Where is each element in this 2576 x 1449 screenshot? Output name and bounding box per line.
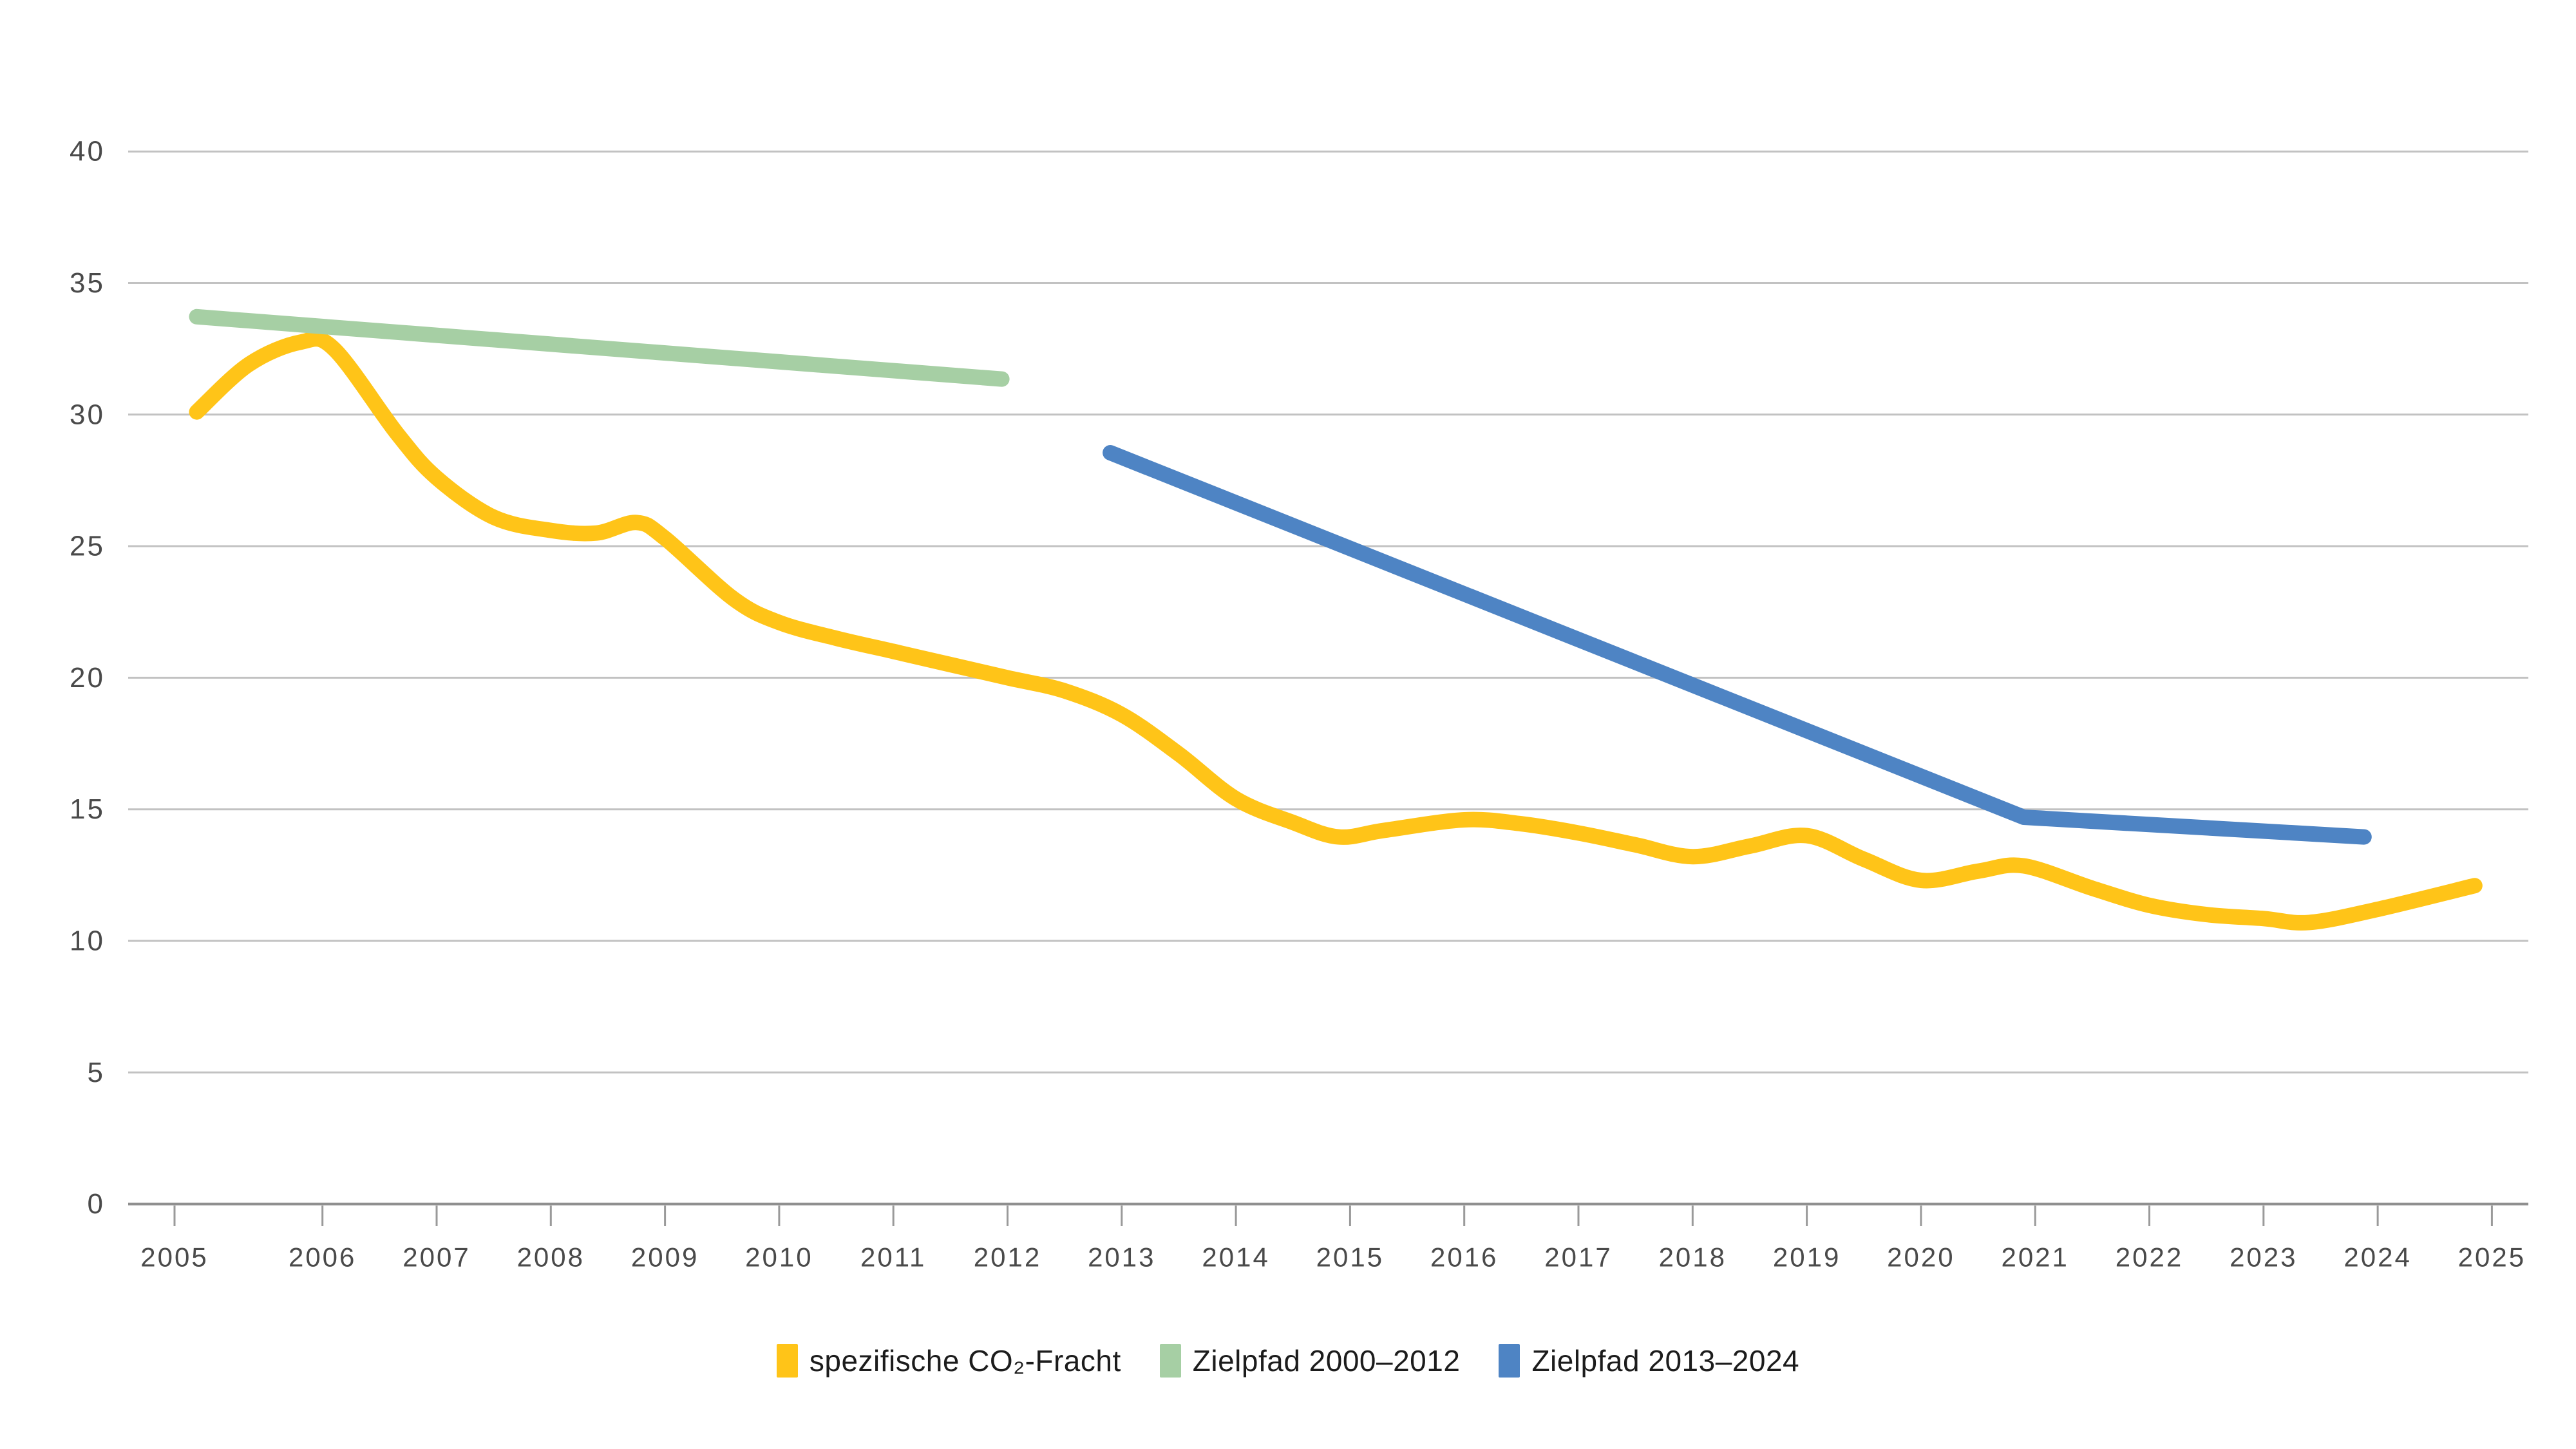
- series-line-1: [189, 308, 1010, 387]
- x-axis-label: 2021: [2001, 1242, 2069, 1273]
- x-axis-label: 2024: [2344, 1242, 2411, 1273]
- x-axis-label: 2006: [289, 1242, 356, 1273]
- x-axis-label: 2019: [1773, 1242, 1841, 1273]
- legend-item-zielpfad-2013-2024: Zielpfad 2013–2024: [1499, 1343, 1799, 1378]
- x-axis-label: 2011: [860, 1242, 926, 1273]
- x-axis-label: 2009: [631, 1242, 699, 1273]
- y-axis-label: 10: [70, 925, 105, 957]
- x-axis-label: 2022: [2116, 1242, 2183, 1273]
- y-axis-label: 35: [70, 267, 105, 299]
- y-axis-label: 5: [88, 1057, 105, 1088]
- y-axis-label: 30: [70, 399, 105, 430]
- x-axis-label: 2013: [1088, 1242, 1155, 1273]
- chart-legend: spezifische CO₂-Fracht Zielpfad 2000–201…: [0, 1343, 2576, 1378]
- legend-item-spezifische-co2-fracht: spezifische CO₂-Fracht: [776, 1343, 1121, 1378]
- y-axis-label: 20: [70, 662, 105, 694]
- x-axis-label: 2025: [2458, 1242, 2526, 1273]
- y-axis-label: 0: [88, 1188, 105, 1220]
- x-axis-label: 2018: [1659, 1242, 1727, 1273]
- y-axis-label: 40: [70, 136, 105, 167]
- x-axis-label: 2020: [1887, 1242, 1955, 1273]
- series-line-2: [1103, 445, 2372, 845]
- legend-item-zielpfad-2000-2012: Zielpfad 2000–2012: [1159, 1343, 1461, 1378]
- x-axis-label: 2023: [2230, 1242, 2297, 1273]
- x-axis-label: 2012: [974, 1242, 1041, 1273]
- legend-color-swatch-icon: [1499, 1344, 1520, 1378]
- x-axis-label: 2017: [1544, 1242, 1612, 1273]
- x-axis-label: 2008: [517, 1242, 585, 1273]
- x-axis-label: 2010: [745, 1242, 813, 1273]
- x-axis-label: 2014: [1202, 1242, 1269, 1273]
- legend-item-label: Zielpfad 2000–2012: [1192, 1344, 1461, 1378]
- x-axis-label: 2007: [402, 1242, 470, 1273]
- legend-item-label: Zielpfad 2013–2024: [1531, 1344, 1800, 1378]
- legend-item-label: spezifische CO₂-Fracht: [809, 1344, 1121, 1378]
- y-axis-label: 25: [70, 531, 105, 562]
- legend-color-swatch-icon: [1159, 1344, 1181, 1378]
- legend-color-swatch-icon: [776, 1344, 798, 1378]
- x-axis-label: 2005: [140, 1242, 208, 1273]
- series-line-0: [189, 331, 2483, 931]
- y-axis-label: 15: [70, 793, 105, 825]
- x-axis-label: 2016: [1430, 1242, 1498, 1273]
- x-axis-label: 2015: [1316, 1242, 1384, 1273]
